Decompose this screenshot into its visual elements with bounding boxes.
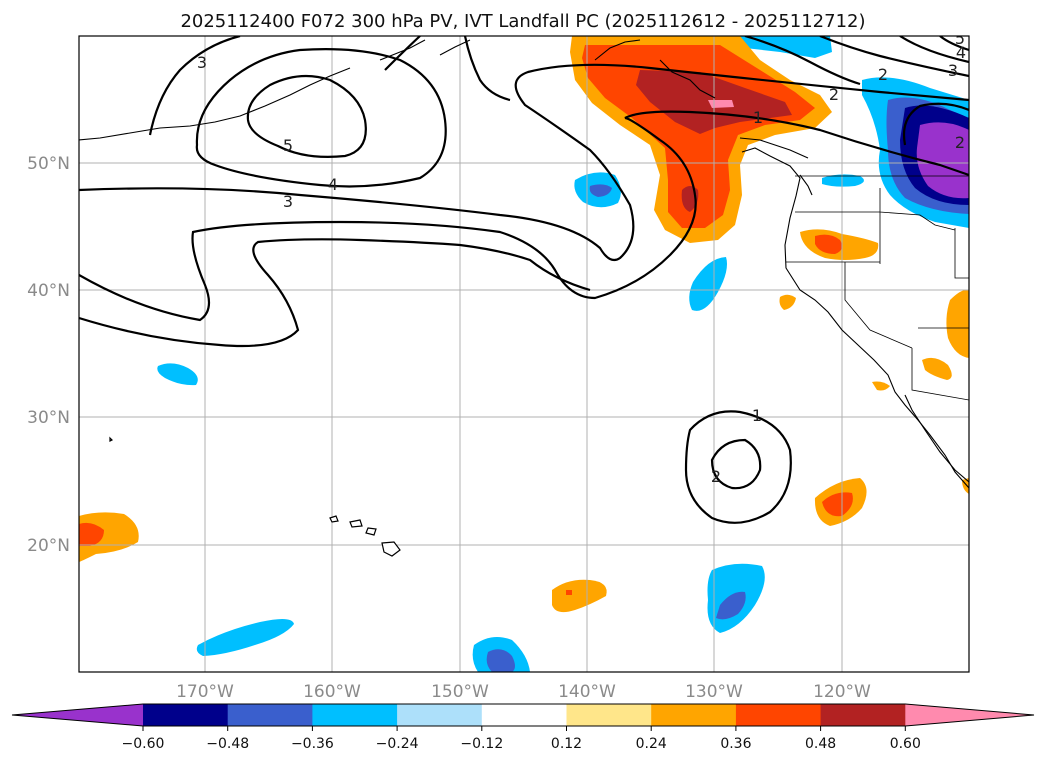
map-background xyxy=(79,36,969,672)
colorbar-tick-label: −0.48 xyxy=(206,736,249,752)
lon-tick-label: 160°W xyxy=(303,682,361,702)
colorbar-swatch xyxy=(481,704,567,726)
colorbar-tick-label: 0.24 xyxy=(636,736,667,752)
contour-label: 4 xyxy=(328,175,338,194)
map-frame xyxy=(78,35,970,673)
pv-contours xyxy=(79,36,969,524)
state-borders xyxy=(786,175,969,401)
lat-tick-label: 30°N xyxy=(27,408,70,428)
contour-label: 5 xyxy=(955,29,965,48)
contour-label: 2 xyxy=(711,467,721,486)
colorbar-tick-label: 0.60 xyxy=(890,736,921,752)
colorbar-tick-label: −0.24 xyxy=(376,736,419,752)
colorbar-swatch xyxy=(651,704,737,726)
lat-tick-label: 40°N xyxy=(27,281,70,301)
colorbar-swatch xyxy=(227,704,313,726)
map-content: 5 4 3 3 2 2 3 4 5 2 1 1 2 xyxy=(79,29,969,672)
contour-label: 5 xyxy=(283,136,293,155)
colorbar-extend-low xyxy=(12,704,143,726)
colorbar-tick-label: 0.36 xyxy=(720,736,751,752)
contour-label: 2 xyxy=(955,133,965,152)
contour-label: 3 xyxy=(283,192,293,211)
hawaii-islands xyxy=(109,436,401,557)
lon-tick-labels: 170°W 160°W 150°W 140°W 130°W 120°W xyxy=(176,682,871,702)
colorbar: −0.60 −0.48 −0.36 −0.24 −0.12 0.12 0.24 0.36 0.4… xyxy=(11,703,1035,752)
contour-label: 3 xyxy=(197,53,207,72)
contour-label: 1 xyxy=(753,108,763,127)
contour-labels: 5 4 3 3 2 2 3 4 5 2 1 1 2 xyxy=(197,29,966,486)
colorbar-swatch xyxy=(312,704,398,726)
lon-tick-label: 130°W xyxy=(685,682,743,702)
contour-label: 4 xyxy=(956,43,966,62)
colorbar-swatch xyxy=(566,704,652,726)
colorbar-tick-label: −0.12 xyxy=(460,736,503,752)
colorbar-swatch xyxy=(820,704,906,726)
lon-tick-label: 140°W xyxy=(558,682,616,702)
coastlines xyxy=(79,39,969,489)
lat-tick-label: 50°N xyxy=(27,154,70,174)
lon-tick-label: 120°W xyxy=(813,682,871,702)
colorbar-tick-label: 0.48 xyxy=(805,736,836,752)
contour-label: 2 xyxy=(878,65,888,84)
lon-tick-label: 170°W xyxy=(176,682,234,702)
colorbar-swatch xyxy=(397,704,483,726)
lat-tick-labels: 50°N 40°N 30°N 20°N xyxy=(27,154,70,556)
colorbar-tick-label: −0.60 xyxy=(122,736,165,752)
contour-label: 1 xyxy=(752,406,762,425)
contour-label: 2 xyxy=(829,85,839,104)
lon-tick-label: 150°W xyxy=(431,682,489,702)
colorbar-swatch xyxy=(735,704,822,726)
colorbar-tick-label: 0.12 xyxy=(551,736,582,752)
map-title: 2025112400 F072 300 hPa PV, IVT Landfall… xyxy=(180,11,865,32)
graticule xyxy=(79,36,969,672)
colorbar-extend-high xyxy=(905,704,1034,726)
colorbar-swatch xyxy=(143,704,229,726)
contour-label: 3 xyxy=(948,61,958,80)
lat-tick-label: 20°N xyxy=(27,536,70,556)
negative-anomaly-fills xyxy=(157,36,969,672)
colorbar-tick-label: −0.36 xyxy=(291,736,334,752)
